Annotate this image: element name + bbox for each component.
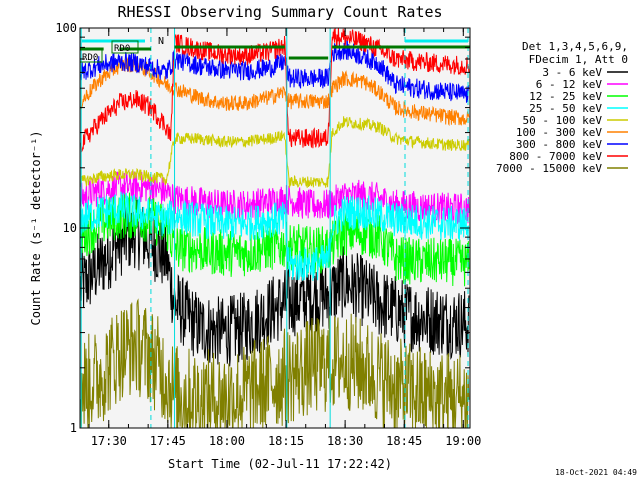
- n-marker: N: [158, 36, 164, 47]
- legend-entry-label: 50 - 100 keV: [523, 114, 603, 127]
- x-axis: 17:30 17:45 18:00 18:15 18:30 18:45 19:00: [88, 28, 481, 448]
- legend-header-line: Det 1,3,4,5,6,9,: [522, 40, 628, 53]
- y-tick-label: 1: [70, 421, 77, 435]
- legend-entry-label: 100 - 300 keV: [516, 126, 602, 139]
- series-line-2: [80, 171, 470, 224]
- legend-entry-label: 25 - 50 keV: [529, 102, 602, 115]
- series-line-7: [80, 39, 470, 103]
- y-axis: 1 10 100: [55, 21, 470, 435]
- series-line-4: [80, 191, 470, 282]
- x-tick-label: 18:00: [209, 434, 245, 448]
- legend-entry-label: 12 - 25 keV: [529, 90, 602, 103]
- legend-entry-label: 7000 - 15000 keV: [496, 162, 602, 175]
- x-tick-label: 19:00: [445, 434, 481, 448]
- x-tick-label: 18:30: [327, 434, 363, 448]
- legend-entry-label: 3 - 6 keV: [542, 66, 602, 79]
- x-tick-label: 17:45: [150, 434, 186, 448]
- legend-entry-label: 6 - 12 keV: [536, 78, 603, 91]
- rd0-box: [111, 40, 139, 54]
- legend-entry-label: 300 - 800 keV: [516, 138, 602, 151]
- series-line-9: [80, 298, 470, 430]
- legend-entry-label: 800 - 7000 keV: [509, 150, 602, 163]
- footer-timestamp: 18-Oct-2021 04:49: [555, 468, 637, 477]
- rd0-label: RD0: [114, 44, 130, 54]
- legend-header-line: FDecim 1, Att 0: [529, 53, 628, 66]
- x-tick-label: 17:30: [91, 434, 127, 448]
- series-line-3: [80, 192, 470, 287]
- chart-title: RHESSI Observing Summary Count Rates: [117, 3, 442, 21]
- rd0-label: RD0: [82, 53, 98, 63]
- y-tick-label: 10: [63, 221, 77, 235]
- series-layer: [80, 27, 470, 430]
- series-line-5: [80, 116, 470, 189]
- x-tick-label: 18:45: [386, 434, 422, 448]
- x-axis-label: Start Time (02-Jul-11 17:22:42): [168, 457, 392, 471]
- x-tick-label: 18:15: [268, 434, 304, 448]
- y-tick-label: 100: [55, 21, 77, 35]
- overlay-layer: RD0 RD0 N: [79, 28, 470, 428]
- y-axis-label: Count Rate (s⁻¹ detector⁻¹): [29, 130, 43, 325]
- series-line-8: [80, 27, 470, 153]
- legend: Det 1,3,4,5,6,9,FDecim 1, Att 03 - 6 keV…: [496, 40, 628, 175]
